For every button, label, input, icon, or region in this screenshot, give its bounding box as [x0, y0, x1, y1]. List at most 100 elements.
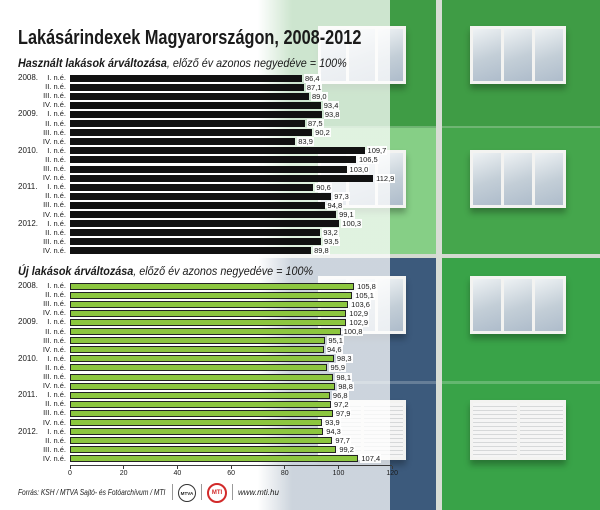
new-price-bar: [70, 300, 349, 308]
used-homes-chart: 2008. I. n.é. 86,4 II. n.é. 87,1 III. n.é. 89,…: [0, 73, 400, 257]
window-pane: [535, 29, 563, 81]
quarter-label: III. n.é.: [43, 372, 66, 381]
used-price-bar: [70, 229, 321, 237]
window: [470, 276, 566, 334]
quarter-label: III. n.é.: [43, 200, 66, 210]
quarter-label: IV. n.é.: [42, 344, 66, 354]
used-price-bar: [70, 138, 296, 146]
pillar: [436, 0, 442, 510]
new-price-bar: [70, 328, 341, 335]
window: [470, 26, 566, 84]
new-price-bar: [70, 318, 347, 326]
new-homes-chart: 2008. I. n.é. 105,8 II. n.é. 105,1 III. n.é. 1…: [0, 281, 400, 477]
chart-title-emphasis: Új lakások árváltozása: [18, 264, 134, 278]
value-label: 97,7: [334, 436, 351, 446]
used-price-bar: [70, 83, 304, 91]
new-price-bar: [70, 355, 334, 363]
value-label: 103,6: [350, 299, 371, 309]
quarter-label: I. n.é.: [47, 182, 66, 192]
x-tick: [176, 465, 178, 469]
new-price-bar: [70, 282, 355, 290]
year-label: 2010.: [18, 145, 39, 155]
new-price-bar: [70, 446, 337, 454]
used-price-bar: [70, 192, 332, 200]
quarter-label: II. n.é.: [45, 326, 66, 336]
quarter-label: I. n.é.: [47, 317, 66, 327]
quarter-label: II. n.é.: [45, 227, 66, 237]
x-tick-label: 20: [119, 469, 128, 477]
value-label: 112,9: [375, 173, 396, 183]
used-price-bar: [70, 201, 325, 209]
value-label: 99,1: [338, 210, 355, 219]
used-price-bar: [70, 165, 347, 173]
year-label: 2008.: [18, 281, 39, 290]
year-label: 2010.: [18, 353, 39, 363]
quarter-label: II. n.é.: [45, 154, 66, 164]
window: [470, 400, 566, 460]
quarter-label: IV. n.é.: [42, 173, 66, 183]
new-price-bar: [70, 428, 324, 436]
new-price-bar: [70, 291, 353, 299]
new-price-bar: [70, 391, 330, 399]
value-label: 93,9: [324, 418, 341, 427]
used-price-bar: [70, 110, 322, 118]
mti-logo: MTI: [207, 483, 227, 503]
window-blind: [473, 403, 517, 457]
used-price-bar: [70, 156, 356, 164]
value-label: 102,9: [348, 308, 370, 318]
quarter-label: II. n.é.: [45, 118, 66, 128]
new-price-bar: [70, 364, 328, 372]
value-label: 98,1: [335, 372, 352, 382]
quarter-label: I. n.é.: [47, 353, 66, 363]
value-label: 100,3: [341, 219, 363, 229]
value-label: 97,9: [334, 408, 352, 418]
quarter-label: III. n.é.: [43, 91, 66, 101]
value-label: 83,9: [297, 137, 314, 147]
value-label: 93,4: [322, 100, 340, 110]
quarter-label: III. n.é.: [43, 164, 66, 173]
quarter-label: I. n.é.: [47, 145, 66, 155]
window-pane: [473, 29, 501, 81]
value-label: 87,1: [305, 82, 323, 92]
window-pane: [473, 153, 501, 205]
x-tick-label: 40: [173, 469, 182, 477]
used-price-bar: [70, 120, 305, 127]
x-tick: [338, 465, 339, 469]
value-label: 100,8: [342, 327, 364, 336]
quarter-label: III. n.é.: [43, 335, 66, 345]
website-link[interactable]: www.mti.hu: [238, 488, 279, 497]
quarter-label: III. n.é.: [43, 299, 66, 309]
value-label: 89,8: [313, 246, 330, 256]
quarter-label: IV. n.é.: [42, 100, 66, 110]
quarter-label: IV. n.é.: [42, 453, 66, 463]
quarter-label: III. n.é.: [43, 444, 66, 454]
quarter-label: IV. n.é.: [42, 245, 66, 255]
new-price-bar: [70, 455, 359, 463]
window-pane: [535, 153, 563, 205]
value-label: 97,2: [332, 399, 350, 409]
year-label: 2011.: [18, 182, 38, 192]
main-title: Lakásárindexek Magyarországon, 2008-2012: [18, 27, 362, 49]
quarter-label: IV. n.é.: [42, 381, 66, 391]
window-pane: [473, 279, 501, 331]
used-homes-chart-title: Használt lakások árváltozása, előző év a…: [18, 56, 347, 70]
x-tick: [123, 465, 125, 469]
value-label: 97,3: [333, 191, 350, 201]
quarter-label: II. n.é.: [45, 191, 66, 201]
used-price-bar: [70, 74, 302, 82]
window-pane: [504, 153, 532, 205]
value-label: 86,4: [303, 73, 321, 83]
quarter-label: III. n.é.: [43, 236, 66, 246]
used-price-bar: [70, 211, 337, 218]
chart-title-emphasis: Használt lakások árváltozása: [18, 56, 167, 70]
quarter-label: IV. n.é.: [42, 417, 66, 427]
window-pane: [504, 279, 532, 331]
value-label: 106,5: [357, 155, 379, 165]
used-price-bar: [70, 174, 374, 182]
value-label: 96,8: [331, 390, 349, 400]
value-label: 90,2: [314, 128, 331, 138]
quarter-label: I. n.é.: [47, 73, 66, 82]
chart-title-rest: , előző év azonos negyedéve = 100%: [133, 264, 314, 278]
value-label: 89,0: [310, 91, 328, 101]
